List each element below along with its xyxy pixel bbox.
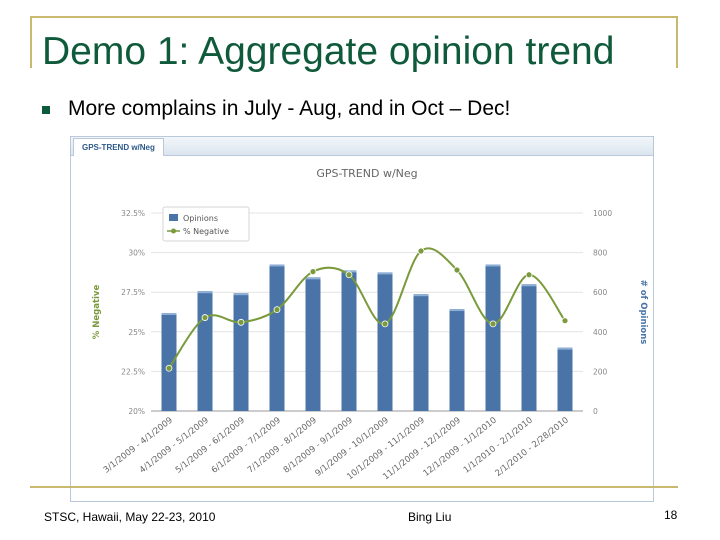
panel-tab[interactable]: GPS-TREND w/Neg: [73, 138, 164, 156]
bar-highlight: [161, 312, 177, 315]
chart-panel: GPS-TREND w/Neg GPS-TREND w/Neg 20% 0 22.5%…: [70, 136, 654, 502]
y-tick-left: 30%: [128, 249, 145, 258]
chart-title: GPS-TREND w/Neg: [316, 167, 417, 180]
bar: [413, 294, 429, 411]
bar: [305, 277, 321, 411]
slide-title: Demo 1: Aggregate opinion trend: [42, 30, 615, 73]
y-axis-label-left: % Negative: [92, 285, 102, 340]
frame-top-line: [30, 16, 678, 18]
line-point: [561, 317, 569, 325]
bar-highlight: [449, 309, 465, 312]
y-tick-left: 27.5%: [121, 288, 145, 297]
bar-highlight: [521, 284, 537, 287]
bar: [341, 270, 357, 411]
bar: [269, 264, 285, 411]
line-point: [381, 320, 389, 328]
y-tick-left: 25%: [128, 328, 145, 337]
bar-highlight: [377, 272, 393, 275]
y-tick-right: 400: [593, 328, 608, 337]
footer-venue: STSC, Hawaii, May 22-23, 2010: [44, 510, 216, 524]
bar: [161, 312, 177, 411]
bar: [197, 291, 213, 411]
y-tick-right: 600: [593, 288, 608, 297]
y-tick-right: 800: [593, 249, 608, 258]
bar: [377, 272, 393, 411]
line-point: [489, 320, 497, 328]
bar: [485, 264, 501, 411]
frame-right-line: [676, 16, 678, 68]
bar: [521, 284, 537, 411]
line-point: [201, 314, 209, 321]
legend-label-opinions: Opinions: [183, 214, 218, 223]
y-tick-right: 1000: [593, 209, 612, 218]
negative-line: [168, 247, 566, 369]
y-tick-left: 20%: [128, 407, 145, 416]
bar: [449, 309, 465, 411]
bar-highlight: [197, 291, 213, 294]
bar-highlight: [269, 264, 285, 267]
bar-highlight: [485, 264, 501, 267]
line-point: [165, 364, 173, 372]
bullet-text: More complains in July - Aug, and in Oct…: [68, 97, 511, 120]
legend-label-negative: % Negative: [183, 227, 229, 236]
line-point: [273, 306, 281, 314]
footer-author: Bing Liu: [408, 510, 452, 524]
bar-highlight: [305, 277, 321, 280]
legend-box: [162, 206, 250, 242]
line-point: [309, 268, 317, 276]
line-point: [417, 247, 425, 255]
bar: [233, 293, 249, 411]
bar-highlight: [413, 294, 429, 297]
bar: [557, 347, 573, 411]
panel-header: GPS-TREND w/Neg: [71, 137, 653, 156]
legend-swatch-opinions: [169, 214, 178, 221]
page-number: 18: [664, 508, 678, 522]
legend-swatch-negative-dot: [171, 228, 176, 234]
line-point: [345, 271, 353, 279]
y-axis-label-right: # of Opinions: [638, 280, 648, 345]
y-tick-left: 32.5%: [121, 209, 145, 218]
y-tick-left: 22.5%: [121, 367, 145, 376]
bar-highlight: [557, 347, 573, 350]
footer-line: [30, 486, 678, 488]
chart-svg: GPS-TREND w/Neg 20% 0 22.5% 200 25% 400 27.5% 60…: [92, 167, 648, 482]
line-point: [453, 266, 461, 274]
bullet-marker: [42, 106, 50, 114]
y-tick-right: 0: [593, 407, 598, 416]
frame-left-line: [30, 16, 32, 68]
bar-highlight: [233, 293, 249, 296]
y-tick-right: 200: [593, 367, 608, 376]
line-point: [237, 318, 245, 326]
line-point: [525, 271, 533, 279]
